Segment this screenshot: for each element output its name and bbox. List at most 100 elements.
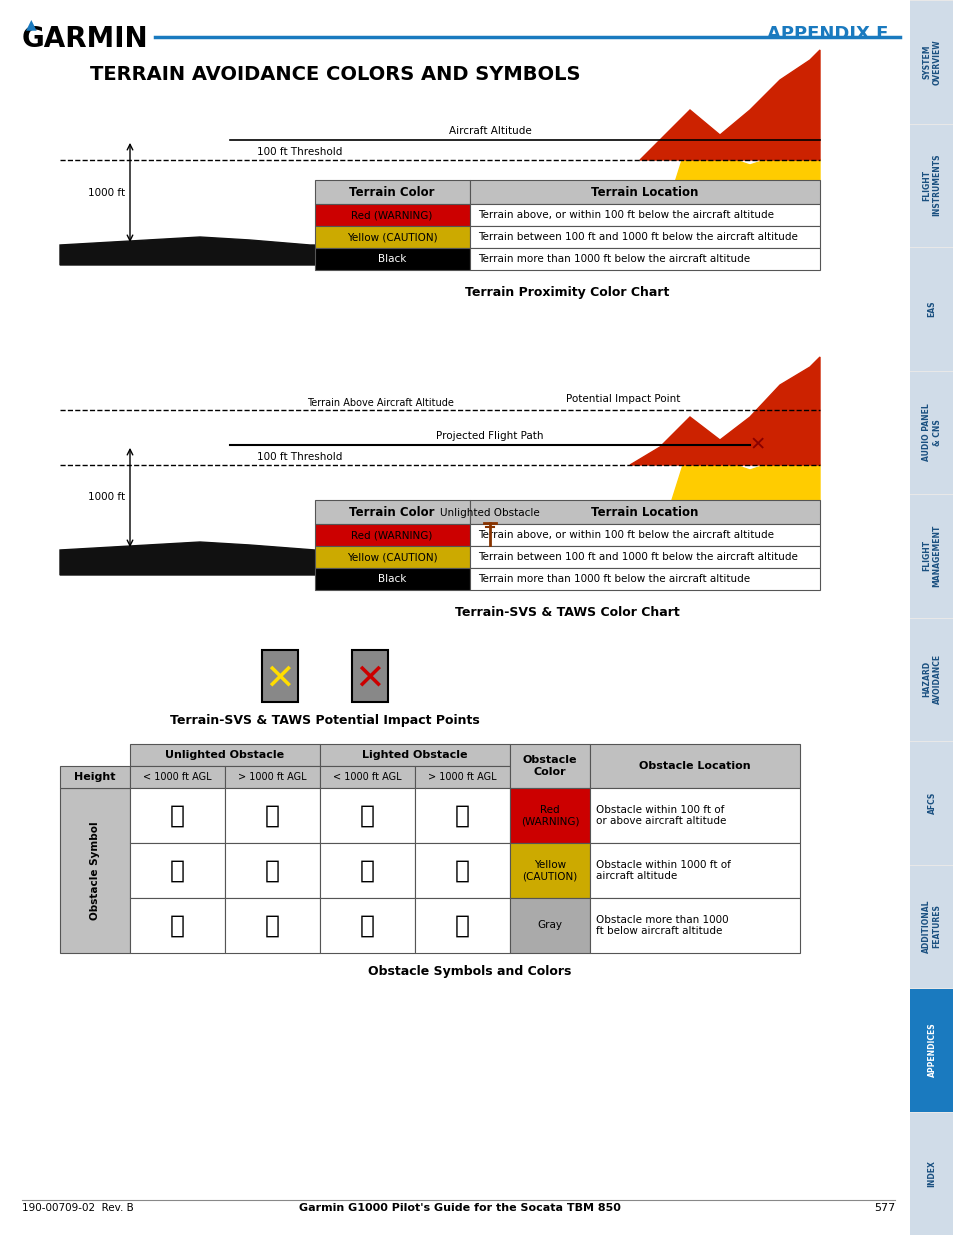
Bar [470, 546, 820, 568]
Text: FLIGHT
INSTRUMENTS: FLIGHT INSTRUMENTS [922, 154, 941, 216]
Bar [909, 372, 953, 494]
Bar [319, 788, 415, 844]
Text: Aircraft Altitude: Aircraft Altitude [448, 126, 531, 136]
Polygon shape [60, 542, 820, 576]
Bar [314, 248, 470, 270]
Bar [60, 788, 130, 953]
Text: AFCS: AFCS [926, 792, 936, 814]
Text: HAZARD
AVOIDANCE: HAZARD AVOIDANCE [922, 655, 941, 704]
Text: Terrain above, or within 100 ft below the aircraft altitude: Terrain above, or within 100 ft below th… [477, 530, 773, 540]
Text: Terrain between 100 ft and 1000 ft below the aircraft altitude: Terrain between 100 ft and 1000 ft below… [477, 232, 797, 242]
Bar [225, 898, 319, 953]
Text: APPENDICES: APPENDICES [926, 1023, 936, 1077]
Bar [589, 844, 800, 898]
Bar [909, 1, 953, 124]
Text: Projected Flight Path: Projected Flight Path [436, 431, 543, 441]
Bar [470, 248, 820, 270]
Bar [470, 500, 820, 524]
Text: Terrain above, or within 100 ft below the aircraft altitude: Terrain above, or within 100 ft below th… [477, 210, 773, 220]
Bar [909, 1113, 953, 1235]
Text: INDEX: INDEX [926, 1160, 936, 1187]
Bar [470, 180, 820, 204]
Text: ✕: ✕ [356, 655, 383, 698]
Text: 577: 577 [873, 1203, 894, 1213]
Text: 🔺: 🔺 [455, 804, 470, 827]
Bar [589, 898, 800, 953]
Text: Terrain more than 1000 ft below the aircraft altitude: Terrain more than 1000 ft below the airc… [477, 254, 749, 264]
Text: Terrain more than 1000 ft below the aircraft altitude: Terrain more than 1000 ft below the airc… [477, 574, 749, 584]
Text: 🔺: 🔺 [265, 804, 280, 827]
Text: EAS: EAS [926, 300, 936, 317]
Bar [470, 204, 820, 226]
Bar [909, 619, 953, 741]
Text: 🔺: 🔺 [359, 804, 375, 827]
Bar [415, 844, 510, 898]
Polygon shape [314, 443, 820, 550]
Text: Unlighted Obstacle: Unlighted Obstacle [165, 750, 284, 760]
Bar [589, 788, 800, 844]
Text: Terrain-SVS & TAWS Potential Impact Points: Terrain-SVS & TAWS Potential Impact Poin… [170, 714, 479, 727]
Text: Obstacle
Color: Obstacle Color [522, 755, 577, 777]
Text: Terrain Location: Terrain Location [591, 185, 698, 199]
Text: Terrain Color: Terrain Color [349, 505, 435, 519]
Text: Height: Height [74, 772, 115, 782]
Bar [510, 743, 589, 788]
Bar [470, 226, 820, 248]
Text: 100 ft Threshold: 100 ft Threshold [257, 452, 342, 462]
Bar [225, 788, 319, 844]
Text: < 1000 ft AGL: < 1000 ft AGL [333, 772, 401, 782]
Text: Terrain Location: Terrain Location [591, 505, 698, 519]
Text: 🔻: 🔻 [455, 858, 470, 883]
Bar [130, 844, 225, 898]
Text: ⬥: ⬥ [170, 914, 185, 937]
Text: AUDIO PANEL
& CNS: AUDIO PANEL & CNS [922, 404, 941, 461]
Text: Red (WARNING): Red (WARNING) [351, 210, 433, 220]
Bar [415, 898, 510, 953]
Text: ⬥: ⬥ [265, 914, 280, 937]
Bar [909, 248, 953, 370]
Bar [319, 844, 415, 898]
Text: ⬥: ⬥ [359, 914, 375, 937]
Text: GARMIN: GARMIN [22, 25, 149, 53]
Bar [130, 788, 225, 844]
Text: ⬥: ⬥ [455, 914, 470, 937]
Bar [589, 743, 800, 788]
Text: Obstacle Location: Obstacle Location [639, 761, 750, 771]
Bar [510, 788, 589, 844]
Text: FLIGHT
MANAGEMENT: FLIGHT MANAGEMENT [922, 525, 941, 587]
Bar [314, 524, 470, 546]
Text: Terrain Color: Terrain Color [349, 185, 435, 199]
Text: Red
(WARNING): Red (WARNING) [520, 805, 578, 826]
Text: Terrain Proximity Color Chart: Terrain Proximity Color Chart [465, 287, 669, 299]
Text: Terrain Above Aircraft Altitude: Terrain Above Aircraft Altitude [306, 398, 453, 408]
Bar [130, 898, 225, 953]
Polygon shape [314, 135, 820, 245]
Text: TERRAIN AVOIDANCE COLORS AND SYMBOLS: TERRAIN AVOIDANCE COLORS AND SYMBOLS [90, 65, 579, 84]
Bar [314, 546, 470, 568]
Bar [909, 125, 953, 247]
Text: 🔻: 🔻 [359, 858, 375, 883]
Bar [470, 568, 820, 590]
Bar [510, 844, 589, 898]
Bar [314, 226, 470, 248]
Bar [319, 766, 415, 788]
Text: < 1000 ft AGL: < 1000 ft AGL [143, 772, 212, 782]
Text: SYSTEM
OVERVIEW: SYSTEM OVERVIEW [922, 40, 941, 84]
Polygon shape [629, 357, 820, 466]
Text: Terrain between 100 ft and 1000 ft below the aircraft altitude: Terrain between 100 ft and 1000 ft below… [477, 552, 797, 562]
Text: Yellow (CAUTION): Yellow (CAUTION) [346, 232, 436, 242]
Bar [314, 568, 470, 590]
Bar [319, 743, 510, 766]
Bar [510, 898, 589, 953]
Bar [909, 495, 953, 618]
Bar [415, 788, 510, 844]
Text: Red (WARNING): Red (WARNING) [351, 530, 433, 540]
Text: 100 ft Threshold: 100 ft Threshold [257, 147, 342, 157]
Bar [415, 766, 510, 788]
Text: Obstacle within 100 ft of
or above aircraft altitude: Obstacle within 100 ft of or above aircr… [596, 805, 725, 826]
Text: APPENDIX E: APPENDIX E [766, 25, 887, 43]
Bar [225, 844, 319, 898]
Bar [60, 766, 130, 788]
Text: Obstacle more than 1000
ft below aircraft altitude: Obstacle more than 1000 ft below aircraf… [596, 915, 728, 936]
Text: 🔻: 🔻 [170, 858, 185, 883]
